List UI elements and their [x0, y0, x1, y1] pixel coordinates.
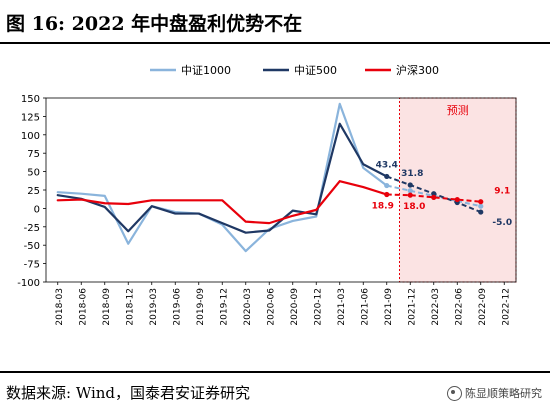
x-tick-label: 2021-12: [407, 288, 417, 326]
series-hs300-point: [384, 191, 390, 198]
wechat-icon: [447, 385, 462, 401]
series-hs300-point: [431, 194, 437, 200]
figure-title-bar: 图 16: 2022 年中盘盈利优势不在: [0, 0, 550, 44]
x-tick-label: 2019-09: [196, 288, 206, 326]
y-tick-label: -100: [17, 278, 40, 289]
x-tick-label: 2020-03: [243, 288, 253, 326]
data-label: 18.9: [372, 201, 394, 211]
data-label: 9.1: [494, 187, 510, 197]
series-zz1000-point: [407, 188, 413, 194]
x-tick-label: 2018-12: [125, 288, 135, 326]
x-tick-label: 2020-12: [313, 288, 323, 326]
series-zz1000-line: [56, 102, 388, 253]
x-tick-label: 2021-03: [337, 288, 347, 326]
legend-label-hs300: 沪深300: [396, 63, 439, 77]
forecast-band: [399, 97, 517, 283]
series-zz500-point: [384, 173, 390, 180]
y-tick-label: 50: [27, 168, 40, 179]
series-zz1000-point: [384, 182, 390, 189]
x-tick-label: 2019-06: [172, 288, 182, 326]
watermark: 陈显顺策略研究: [447, 385, 542, 401]
x-tick-label: 2019-03: [149, 288, 159, 326]
x-tick-label: 2018-03: [55, 288, 65, 326]
series-hs300-line: [56, 180, 388, 225]
watermark-text: 陈显顺策略研究: [465, 387, 542, 400]
forecast-label: 预测: [447, 104, 469, 117]
x-tick-label: 2021-06: [360, 288, 370, 326]
y-tick-label: -50: [24, 241, 40, 252]
x-tick-label: 2020-09: [290, 288, 300, 326]
footer-divider: [0, 371, 550, 373]
series-zz500-point: [478, 209, 484, 215]
x-tick-label: 2022-03: [431, 288, 441, 326]
y-tick-label: 100: [21, 131, 40, 142]
x-tick-label: 2022-09: [478, 288, 488, 326]
x-tick-label: 2021-09: [384, 288, 394, 326]
data-label: -5.0: [492, 218, 512, 228]
x-tick-label: 2019-12: [219, 288, 229, 326]
legend-label-zz500: 中证500: [294, 64, 337, 77]
series-zz500-point: [407, 182, 413, 188]
y-tick-label: -75: [24, 260, 40, 271]
title-divider: [0, 42, 550, 44]
figure-title: 图 16: 2022 年中盘盈利优势不在: [6, 13, 303, 35]
x-tick-label: 2018-09: [102, 288, 112, 326]
data-label: 43.4: [376, 160, 398, 170]
series-hs300-point: [407, 192, 413, 198]
x-tick-label: 2022-06: [454, 288, 464, 326]
x-tick-label: 2022-12: [501, 288, 511, 326]
earnings-growth-chart: 预测 -100 -75 -50 -25 0 25 50 75 100 125 150 2018-03 20…: [17, 63, 517, 326]
x-tick-label: 2018-06: [78, 288, 88, 326]
x-tick-label: 2020-06: [266, 288, 276, 326]
y-tick-label: 150: [21, 94, 40, 105]
y-tick-label: 125: [21, 112, 40, 123]
series-hs300-point: [454, 196, 460, 203]
y-tick-label: 75: [27, 149, 40, 160]
series-zz500-line: [56, 122, 388, 234]
data-label: 18.0: [403, 202, 425, 212]
source-note: 数据来源: Wind，国泰君安证券研究: [6, 384, 251, 402]
data-label: 31.8: [401, 169, 423, 179]
y-tick-label: 25: [27, 186, 40, 197]
series-hs300-point: [478, 199, 484, 205]
series-zz1000-point: [478, 203, 484, 209]
y-tick-label: -25: [24, 223, 40, 234]
legend-label-zz1000: 中证1000: [181, 64, 231, 77]
series-zz500-point: [431, 191, 437, 197]
y-tick-label: 0: [34, 204, 40, 215]
